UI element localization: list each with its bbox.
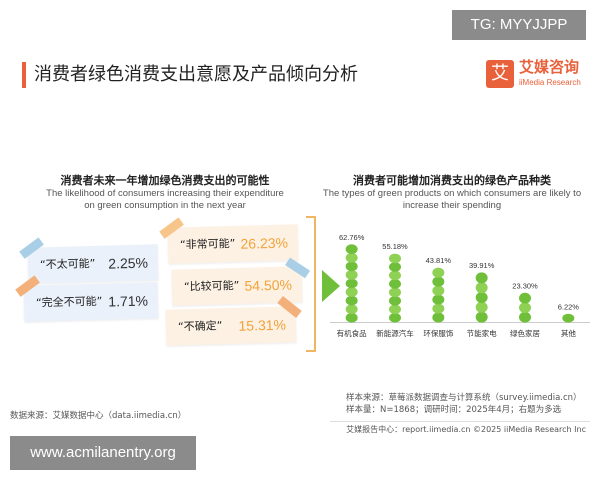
bar-4 <box>519 292 531 323</box>
bar-segment <box>475 272 488 284</box>
bar-3 <box>475 272 488 323</box>
title-accent-bar <box>22 62 26 88</box>
bar-value-label: 23.30% <box>512 281 538 290</box>
category-label: 有机食品 <box>337 328 367 338</box>
bar-segment <box>432 303 445 314</box>
note-label: “不确定” <box>177 319 223 334</box>
bar-segment <box>389 287 401 298</box>
bar-1 <box>389 253 401 323</box>
bar-2 <box>432 267 445 323</box>
bar-segment <box>389 304 401 315</box>
footer-divider <box>330 421 590 422</box>
bar-segment <box>345 312 358 323</box>
bar-segment <box>389 279 401 289</box>
bar-value-label: 62.76% <box>339 233 365 242</box>
bar-segment <box>345 278 358 289</box>
arrow-right-icon <box>322 270 340 302</box>
bar-segment <box>389 312 401 323</box>
bar-value-label: 55.18% <box>382 242 408 251</box>
category-label: 绿色家居 <box>510 328 540 338</box>
bar-segment <box>475 291 488 303</box>
category-label: 其他 <box>561 328 576 338</box>
logo-cn-text: 艾媒咨询 <box>519 58 580 76</box>
bar-segment <box>345 287 358 297</box>
note-label: “完全不可能” <box>35 294 103 310</box>
bar-segment <box>345 295 358 306</box>
bar-segment <box>475 311 488 323</box>
note-value: 15.31% <box>238 316 287 334</box>
chart-subtitle: The types of green products on which con… <box>322 188 582 211</box>
category-label: 节能家电 <box>467 328 497 338</box>
note-value: 1.71% <box>108 292 149 310</box>
sample-source: 样本来源：草莓派数据调查与计算系统（survey.iimedia.cn） <box>346 393 582 403</box>
bar-segment <box>389 270 401 281</box>
bar-5 <box>562 313 575 323</box>
left-title-en-1: The likelihood of consumers increasing t… <box>46 188 284 199</box>
bar-segment <box>432 267 445 278</box>
bar-segment <box>389 295 401 306</box>
bar-segment <box>562 313 575 323</box>
bar-segment <box>432 285 445 296</box>
note-label: “非常可能” <box>179 236 236 252</box>
right-section-header: 消费者可能增加消费支出的绿色产品种类 The types of green pr… <box>322 174 582 212</box>
left-section-header: 消费者未来一年增加绿色消费支出的可能性 The likelihood of co… <box>30 174 300 212</box>
tg-watermark: TG: MYYJJPP <box>452 10 586 40</box>
note-label: “比较可能” <box>183 278 240 294</box>
bar-0 <box>345 244 358 323</box>
bar-value-label: 39.91% <box>469 261 495 270</box>
category-label: 新能源汽车 <box>376 328 414 338</box>
bar-segment <box>345 244 358 255</box>
bar-segment <box>432 312 445 323</box>
logo-en-text: iiMedia Research <box>519 78 581 87</box>
footer-text: 艾媒报告中心：report.iimedia.cn ©2025 iiMedia R… <box>346 425 586 434</box>
bar-segment <box>345 261 358 272</box>
bar-segment <box>519 311 531 323</box>
bar-segment <box>389 262 401 272</box>
note-label: “不太可能” <box>39 256 96 272</box>
page-title: 消费者绿色消费支出意愿及产品倾向分析 <box>34 64 358 85</box>
site-watermark: www.acmilanentry.org <box>10 436 196 470</box>
left-title-cn: 消费者未来一年增加绿色消费支出的可能性 <box>60 174 270 187</box>
note-value: 26.23% <box>240 234 289 252</box>
bar-segment <box>345 269 358 280</box>
bar-value-label: 43.81% <box>426 256 452 265</box>
note-very-unlikely: “完全不可能” 1.71% <box>15 275 159 322</box>
sample-note: 样本来源：草莓派数据调查与计算系统（survey.iimedia.cn） 样本量… <box>346 392 586 416</box>
bar-segment <box>432 276 445 287</box>
bracket-divider <box>306 216 316 352</box>
bar-segment <box>389 253 401 264</box>
category-label: 环保服饰 <box>423 328 453 338</box>
iimedia-logo: 艾 艾媒咨询 iiMedia Research <box>486 58 586 92</box>
bar-segment <box>475 282 488 294</box>
bar-segment <box>345 252 358 263</box>
note-uncertain: “不确定” 15.31% <box>165 295 302 346</box>
green-products-bar-chart: 62.76% 有机食品 55.18% 新能源汽车 43.81% 环保服饰 39.91% 节能家… <box>330 233 590 338</box>
bar-segment <box>519 292 531 304</box>
bar-segment <box>345 304 358 315</box>
source-note: 数据来源：艾媒数据中心（data.iimedia.cn） <box>10 411 187 421</box>
logo-mark-icon: 艾 <box>486 60 514 88</box>
note-very-likely: “非常可能” 26.23% <box>159 217 299 264</box>
bar-value-label: 6.22% <box>558 302 580 311</box>
sample-size: 样本量：N=1868；调研时间：2025年4月；右题为多选 <box>346 405 562 415</box>
bar-segment <box>475 301 488 313</box>
note-value: 2.25% <box>108 254 149 272</box>
note-unlikely: “不太可能” 2.25% <box>19 237 159 284</box>
bar-segment <box>519 302 531 314</box>
chart-title: 消费者可能增加消费支出的绿色产品种类 <box>353 174 551 187</box>
left-title-en-2: on green consumption in the next year <box>84 200 246 211</box>
bar-segment <box>432 294 445 305</box>
